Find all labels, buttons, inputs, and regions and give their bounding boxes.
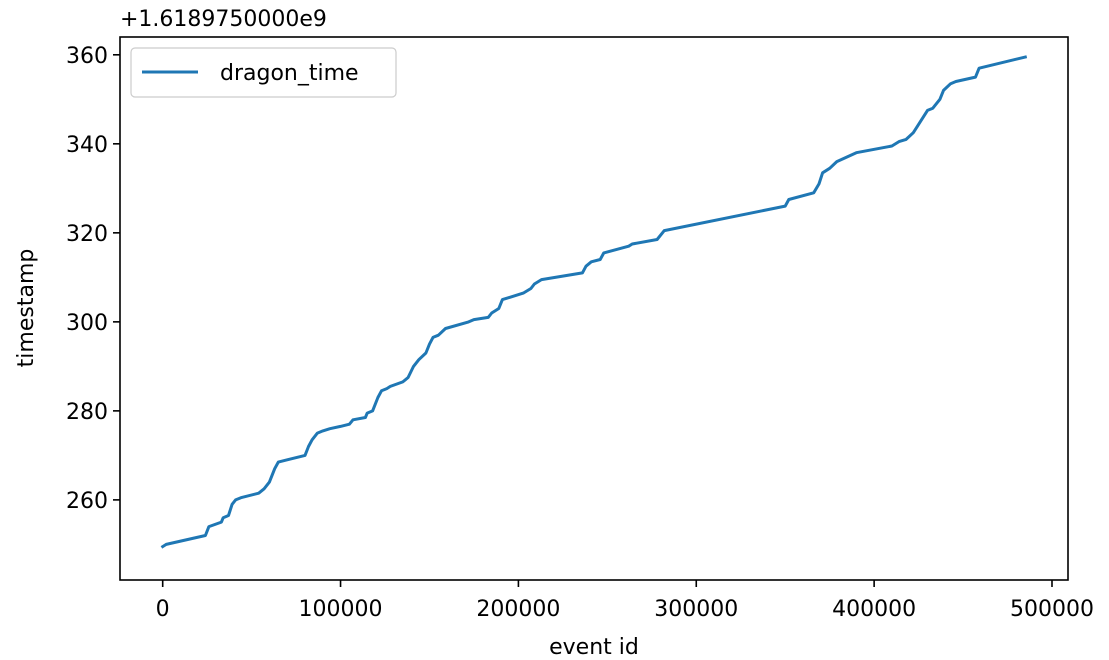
- y-tick-label: 320: [66, 222, 108, 247]
- y-tick-label: 280: [66, 400, 108, 425]
- y-axis-ticks: 260 280 300 320 340 360: [66, 44, 120, 514]
- x-tick-label: 200000: [476, 597, 560, 622]
- x-tick-label: 100000: [299, 597, 383, 622]
- legend-box: [130, 47, 397, 98]
- y-tick-label: 300: [66, 311, 108, 336]
- legend-label-dragon-time: dragon_time: [220, 61, 359, 86]
- x-axis-label: event id: [549, 635, 639, 660]
- y-tick-label: 360: [66, 44, 108, 69]
- x-tick-label: 300000: [654, 597, 738, 622]
- series-layer: [160, 55, 1028, 549]
- plot-area-frame: [119, 36, 1069, 581]
- y-tick-label: 260: [66, 489, 108, 514]
- x-tick-label: 0: [156, 597, 170, 622]
- x-axis-ticks: 0 100000 200000 300000 400000 500000: [156, 580, 1094, 622]
- y-tick-label: 340: [66, 133, 108, 158]
- x-tick-label: 500000: [1010, 597, 1094, 622]
- x-tick-label: 400000: [832, 597, 916, 622]
- y-axis-offset-label: +1.6189750000e9: [120, 7, 327, 32]
- legend: dragon_time: [130, 47, 397, 98]
- y-axis-label: timestamp: [14, 249, 39, 368]
- series-line-dragon-time: [160, 55, 1028, 549]
